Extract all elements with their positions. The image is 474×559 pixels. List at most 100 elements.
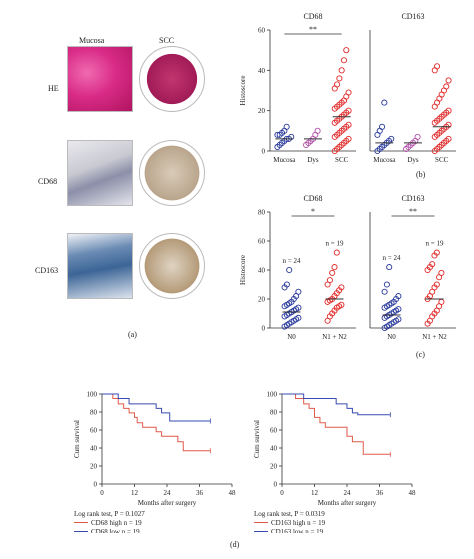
data-point [286, 266, 293, 274]
y-tick-label: 40 [270, 445, 278, 453]
data-point [395, 316, 402, 323]
caption-b: (b) [416, 170, 426, 179]
cd163-mucosa-image [67, 233, 133, 299]
y-tick-label: 20 [90, 463, 98, 471]
y-tick-label: 60 [90, 427, 98, 435]
data-point [345, 121, 352, 128]
y-tick-label: 0 [262, 325, 266, 333]
data-point [295, 288, 302, 295]
data-point [338, 301, 345, 308]
x-tick-label: 24 [344, 489, 352, 497]
y-tick-label: 20 [258, 296, 266, 304]
y-tick-label: 60 [270, 427, 278, 435]
data-point [445, 135, 452, 142]
data-point [314, 127, 321, 134]
log-rank-text: Log rank test, P = 0.1027 [74, 510, 145, 518]
scatter-c-cd68: CD68 0 20 40 60 80 Histoscore N0 N1 + N2 * n = 24 n… [239, 194, 356, 341]
data-point [326, 277, 333, 284]
data-point [331, 264, 338, 271]
x-tick-label: 12 [311, 489, 319, 497]
y-axis-label: Cum survival [73, 420, 81, 458]
km-cd163: 0 20 40 60 80 100 0 12 24 36 48 Months after surger… [253, 391, 417, 534]
data-point [333, 249, 340, 256]
x-tick-label: 36 [196, 489, 204, 497]
cd68-mucosa-image [67, 140, 133, 206]
y-tick-label: 100 [267, 391, 278, 399]
x-tick-label: 0 [280, 489, 284, 497]
category-label: Mucosa [373, 156, 396, 164]
row-label-he: HE [48, 84, 59, 93]
data-point [433, 249, 440, 256]
category-label: SCC [335, 156, 349, 164]
y-tick-label: 80 [270, 409, 278, 417]
km-cd68: 0 20 40 60 80 100 0 12 24 36 48 Months after surger… [73, 391, 236, 534]
x-axis-label: Months after surgery [138, 499, 197, 507]
data-point [443, 83, 450, 90]
data-point [395, 293, 402, 300]
x-tick-label: 36 [376, 489, 384, 497]
data-point [445, 77, 452, 84]
cd68-scc-image [139, 140, 205, 206]
y-tick-label: 40 [258, 267, 266, 275]
category-label: Mucosa [273, 156, 296, 164]
y-tick-label: 100 [87, 391, 98, 399]
y-axis-label: Histoscore [239, 255, 247, 285]
data-point [386, 264, 393, 271]
col-label-mucosa: Mucosa [79, 36, 105, 45]
group-n-label: n = 19 [426, 240, 444, 248]
legend-label: CD163 high n = 19 [271, 519, 326, 527]
survival-curve [282, 393, 391, 416]
data-point [329, 269, 336, 276]
data-point [414, 133, 421, 140]
scatter-c-cd163: CD163 N0 N1 + N2 ** n = 24 n = 19 [369, 194, 456, 341]
caption-d: (d) [230, 540, 240, 549]
data-point [434, 63, 441, 70]
significance-label: ** [309, 25, 317, 34]
y-tick-label: 40 [258, 67, 266, 75]
cd163-scc-image [139, 233, 205, 299]
chart-title: CD68 [303, 12, 322, 21]
y-tick-label: 80 [90, 409, 98, 417]
data-point [445, 121, 452, 128]
data-point [338, 67, 345, 74]
data-point [395, 306, 402, 313]
legend-label: CD68 low n = 19 [91, 528, 140, 533]
data-point [388, 135, 395, 142]
data-point [345, 107, 352, 114]
y-tick-label: 60 [258, 238, 266, 246]
y-tick-label: 20 [270, 463, 278, 471]
y-axis-label: Histoscore [239, 76, 247, 106]
data-point [338, 284, 345, 291]
x-tick-label: 48 [409, 489, 417, 497]
significance-label: ** [409, 207, 417, 216]
data-point [383, 281, 390, 288]
data-point [295, 304, 302, 311]
data-point [429, 261, 436, 268]
caption-a: (a) [128, 330, 137, 339]
significance-label: * [311, 207, 315, 216]
scatter-b-cd68: CD68 0 20 40 60 Histoscore Mucosa Dys SCC ** [239, 12, 356, 164]
chart-title: CD163 [401, 12, 424, 21]
y-tick-label: 60 [258, 27, 266, 35]
category-label: N0 [387, 333, 396, 341]
caption-c: (c) [416, 350, 425, 359]
row-label-cd68: CD68 [38, 177, 58, 186]
survival-curve [102, 393, 211, 422]
log-rank-text: Log rank test, P = 0.0319 [254, 510, 325, 518]
group-n-label: n = 19 [326, 240, 344, 248]
y-tick-label: 80 [258, 209, 266, 217]
y-tick-label: 40 [90, 445, 98, 453]
category-label: Dys [307, 156, 319, 164]
group-n-label: n = 24 [283, 257, 301, 265]
data-point [336, 75, 343, 82]
y-tick-label: 0 [274, 481, 278, 489]
y-tick-label: 0 [94, 481, 98, 489]
data-point [381, 288, 388, 295]
data-point [343, 47, 350, 54]
data-point [283, 281, 290, 288]
category-label: N0 [287, 333, 296, 341]
row-label-cd163: CD163 [35, 266, 59, 275]
x-tick-label: 0 [100, 489, 104, 497]
data-point [438, 298, 445, 305]
y-tick-label: 0 [262, 148, 266, 156]
